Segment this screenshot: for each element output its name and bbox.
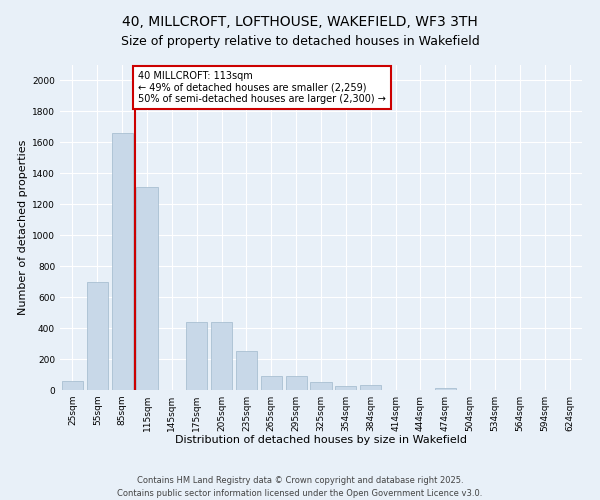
Bar <box>335 386 356 390</box>
Bar <box>236 352 257 390</box>
Bar <box>261 376 282 390</box>
X-axis label: Distribution of detached houses by size in Wakefield: Distribution of detached houses by size … <box>175 436 467 446</box>
Bar <box>62 380 83 390</box>
Bar <box>435 388 456 390</box>
Bar <box>286 376 307 390</box>
Y-axis label: Number of detached properties: Number of detached properties <box>18 140 28 315</box>
Bar <box>310 382 332 390</box>
Bar <box>211 322 232 390</box>
Text: Size of property relative to detached houses in Wakefield: Size of property relative to detached ho… <box>121 35 479 48</box>
Bar <box>186 322 207 390</box>
Text: Contains HM Land Registry data © Crown copyright and database right 2025.
Contai: Contains HM Land Registry data © Crown c… <box>118 476 482 498</box>
Text: 40, MILLCROFT, LOFTHOUSE, WAKEFIELD, WF3 3TH: 40, MILLCROFT, LOFTHOUSE, WAKEFIELD, WF3… <box>122 15 478 29</box>
Bar <box>87 282 108 390</box>
Bar <box>360 386 381 390</box>
Bar <box>112 133 133 390</box>
Bar <box>136 188 158 390</box>
Text: 40 MILLCROFT: 113sqm
← 49% of detached houses are smaller (2,259)
50% of semi-de: 40 MILLCROFT: 113sqm ← 49% of detached h… <box>139 71 386 104</box>
